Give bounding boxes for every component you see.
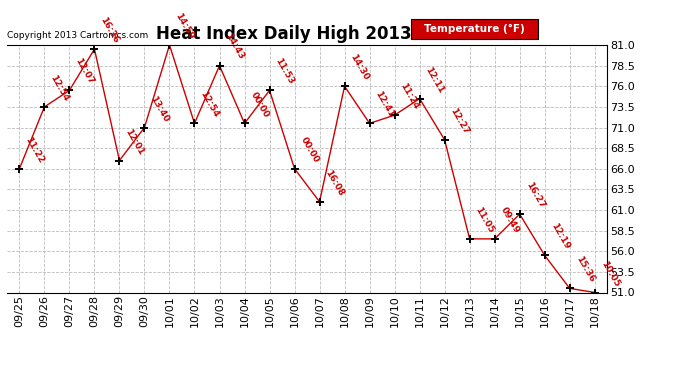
Text: 12:19: 12:19	[549, 222, 571, 251]
Text: 00:00: 00:00	[248, 90, 270, 119]
Text: 12:41: 12:41	[374, 90, 396, 119]
Text: 12:07: 12:07	[74, 57, 96, 86]
Text: 12:54: 12:54	[48, 73, 71, 103]
Text: 11:53: 11:53	[274, 57, 296, 86]
Text: 15:36: 15:36	[574, 255, 596, 284]
Text: 11:22: 11:22	[23, 135, 46, 165]
Text: 13:40: 13:40	[148, 94, 170, 123]
Text: 14:59: 14:59	[174, 11, 196, 41]
Text: Temperature (°F): Temperature (°F)	[424, 24, 525, 34]
Text: 16:36: 16:36	[99, 16, 121, 45]
Text: 12:01: 12:01	[124, 127, 146, 156]
Text: 09:49: 09:49	[499, 205, 521, 235]
Text: Copyright 2013 Cartronics.com: Copyright 2013 Cartronics.com	[7, 31, 148, 40]
Text: 14:43: 14:43	[224, 32, 246, 62]
Text: 16:27: 16:27	[524, 180, 546, 210]
Text: 14:30: 14:30	[348, 53, 371, 82]
Text: 12:54: 12:54	[199, 90, 221, 119]
Text: 16:08: 16:08	[324, 168, 346, 198]
Text: 12:27: 12:27	[448, 106, 471, 136]
Title: Heat Index Daily High 20131019: Heat Index Daily High 20131019	[156, 26, 458, 44]
Text: 12:11: 12:11	[424, 65, 446, 94]
Text: 11:05: 11:05	[474, 206, 496, 235]
Text: 10:05: 10:05	[599, 259, 621, 288]
Text: 00:00: 00:00	[299, 136, 321, 165]
Text: 11:24: 11:24	[399, 81, 421, 111]
